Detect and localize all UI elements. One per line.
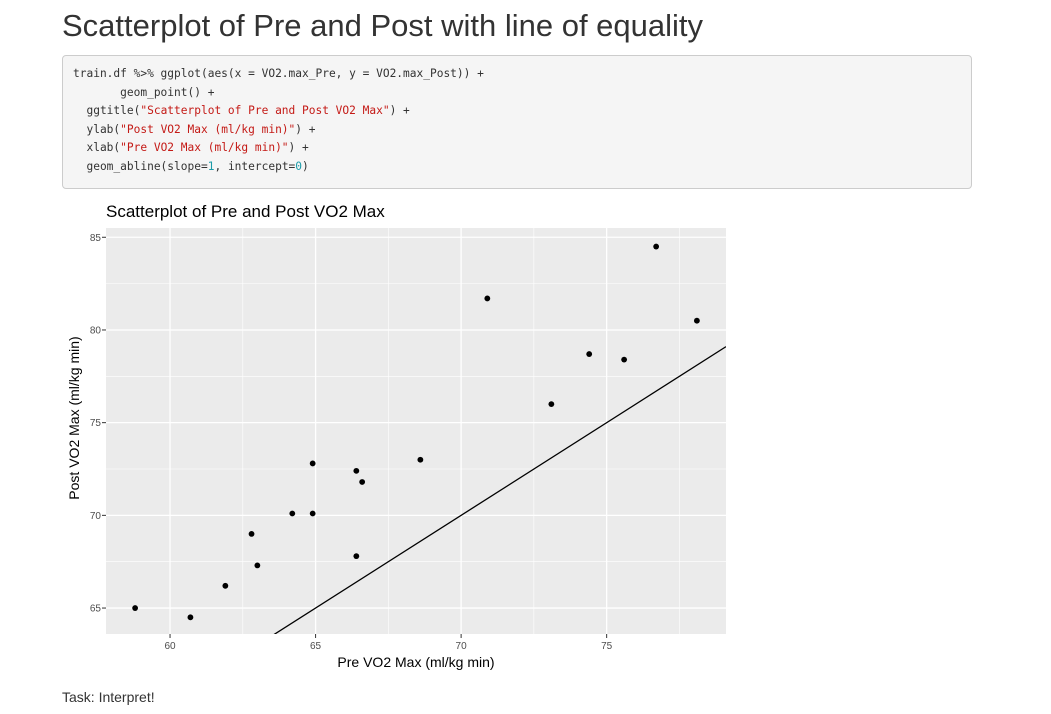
- data-point: [548, 401, 555, 408]
- code-line: ggtitle("Scatterplot of Pre and Post VO2…: [73, 102, 961, 121]
- code-text: xlab(: [73, 141, 121, 155]
- x-tick-label: 60: [164, 641, 176, 652]
- data-point: [417, 456, 424, 463]
- data-point: [132, 605, 139, 611]
- code-line: train.df %>% ggplot(aes(x = VO2.max_Pre,…: [73, 65, 961, 84]
- code-line: xlab("Pre VO2 Max (ml/kg min)") +: [73, 139, 961, 158]
- scatter-chart: Scatterplot of Pre and Post VO2 Max 60 65…: [62, 196, 742, 676]
- code-block: train.df %>% ggplot(aes(x = VO2.max_Pre,…: [62, 55, 972, 189]
- code-text: , intercept=: [214, 159, 296, 173]
- x-tick-label: 75: [601, 641, 613, 652]
- code-text: ggtitle(: [73, 104, 141, 118]
- data-point: [309, 460, 316, 467]
- code-text: ylab(: [73, 122, 121, 136]
- code-text: ) +: [288, 141, 309, 155]
- x-axis-label: Pre VO2 Max (ml/kg min): [337, 654, 494, 670]
- data-point: [653, 243, 660, 250]
- data-point: [248, 530, 255, 537]
- y-axis-label: Post VO2 Max (ml/kg min): [66, 336, 82, 499]
- task-text: Task: Interpret!: [62, 689, 155, 705]
- x-tick-label: 70: [456, 641, 468, 652]
- code-string: "Pre VO2 Max (ml/kg min)": [120, 141, 289, 155]
- y-tick-label: 80: [90, 325, 102, 336]
- code-text: train.df %>% ggplot(aes(x = VO2.max_Pre,…: [73, 67, 484, 80]
- code-text: geom_point() +: [73, 85, 215, 99]
- data-point: [353, 553, 360, 560]
- y-tick-label: 85: [90, 233, 102, 244]
- chart-title: Scatterplot of Pre and Post VO2 Max: [106, 202, 385, 221]
- code-text: geom_abline(slope=: [73, 159, 208, 173]
- code-string: "Scatterplot of Pre and Post VO2 Max": [140, 104, 390, 118]
- line-of-equality: [273, 346, 726, 634]
- code-number: 1: [207, 159, 215, 173]
- data-point: [187, 614, 194, 621]
- code-line: ylab("Post VO2 Max (ml/kg min)") +: [73, 121, 961, 140]
- code-number: 0: [295, 159, 303, 173]
- code-text: ) +: [295, 122, 316, 136]
- code-text: ): [302, 159, 309, 173]
- data-point: [289, 510, 296, 517]
- code-string: "Post VO2 Max (ml/kg min)": [120, 122, 296, 136]
- data-point: [222, 582, 229, 589]
- y-tick-label: 65: [90, 604, 102, 615]
- plot-panel: [106, 228, 726, 634]
- data-point: [353, 467, 360, 474]
- data-point: [359, 479, 366, 485]
- code-line: geom_point() +: [73, 84, 961, 103]
- code-text: ) +: [389, 104, 410, 118]
- x-tick-label: 65: [310, 641, 322, 652]
- chart-svg: Scatterplot of Pre and Post VO2 Max 60 65…: [66, 202, 726, 670]
- y-tick-label: 70: [90, 511, 102, 522]
- y-tick-label: 75: [90, 418, 102, 429]
- data-point: [621, 356, 628, 363]
- code-line: geom_abline(slope=1, intercept=0): [73, 158, 961, 177]
- data-point: [309, 510, 316, 517]
- data-point: [254, 562, 261, 569]
- data-point: [586, 351, 593, 357]
- data-point: [484, 295, 491, 302]
- page-title: Scatterplot of Pre and Post with line of…: [62, 8, 704, 43]
- data-point: [693, 317, 700, 324]
